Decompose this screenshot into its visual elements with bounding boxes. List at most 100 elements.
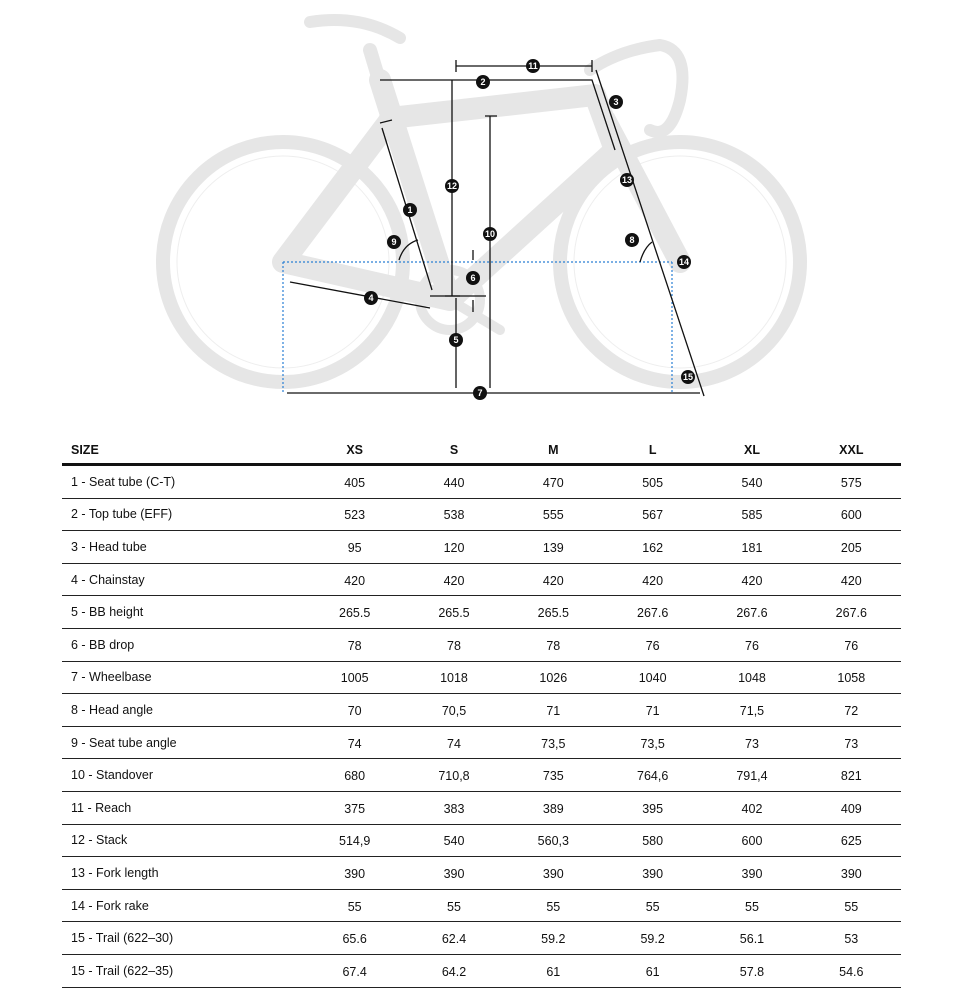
handlebar — [584, 39, 689, 138]
cell-value: 375 — [305, 791, 405, 825]
column-header-l: L — [602, 437, 703, 466]
table-row: 15 - Trail (622–30) 65.6 62.4 59.2 59.2 56.1 5… — [62, 921, 901, 955]
cell-value: 55 — [404, 889, 504, 923]
marker-11: 11 — [526, 59, 540, 73]
svg-text:6: 6 — [470, 273, 475, 283]
cell-value: 1058 — [801, 661, 901, 695]
cell-value: 420 — [801, 563, 901, 597]
dimension-lines — [287, 60, 705, 397]
row-label: 1 - Seat tube (C-T) — [62, 464, 305, 499]
marker-12: 12 — [445, 179, 459, 193]
table-row: 9 - Seat tube angle 74 74 73,5 73,5 73 73 — [62, 726, 901, 760]
column-header-m: M — [503, 437, 603, 466]
cell-value: 470 — [503, 464, 603, 499]
cell-value: 73 — [801, 726, 901, 760]
cell-value: 390 — [602, 856, 703, 890]
svg-text:7: 7 — [477, 388, 482, 398]
cell-value: 791,4 — [702, 758, 802, 792]
marker-3: 3 — [609, 95, 623, 109]
bike-silhouette — [156, 14, 807, 389]
cell-value: 505 — [602, 464, 703, 499]
cell-value: 395 — [602, 791, 703, 825]
cell-value: 57.8 — [702, 954, 802, 988]
cell-value: 405 — [305, 464, 405, 499]
marker-8: 8 — [625, 233, 639, 247]
cell-value: 1048 — [702, 661, 802, 695]
cell-value: 139 — [503, 530, 603, 564]
cell-value: 821 — [801, 758, 901, 792]
svg-text:5: 5 — [453, 335, 458, 345]
cell-value: 1005 — [305, 661, 405, 695]
column-header-xl: XL — [702, 437, 802, 466]
cell-value: 420 — [602, 563, 703, 597]
column-header-xxl: XXL — [801, 437, 901, 466]
cell-value: 56.1 — [702, 921, 802, 955]
marker-6: 6 — [466, 271, 480, 285]
cell-value: 70,5 — [404, 693, 504, 727]
cell-value: 55 — [503, 889, 603, 923]
marker-9: 9 — [387, 235, 401, 249]
cell-value: 420 — [305, 563, 405, 597]
row-label: 13 - Fork length — [62, 856, 305, 890]
cell-value: 420 — [503, 563, 603, 597]
row-label: 4 - Chainstay — [62, 563, 305, 597]
cell-value: 585 — [702, 498, 802, 532]
cell-value: 409 — [801, 791, 901, 825]
table-row: 4 - Chainstay 420 420 420 420 420 420 — [62, 563, 901, 597]
cell-value: 78 — [305, 628, 405, 662]
cell-value: 390 — [305, 856, 405, 890]
table-row: 14 - Fork rake 55 55 55 55 55 55 — [62, 889, 901, 923]
row-label: 9 - Seat tube angle — [62, 726, 305, 760]
cell-value: 120 — [404, 530, 504, 564]
cell-value: 76 — [702, 628, 802, 662]
marker-14: 14 — [677, 255, 691, 269]
cell-value: 390 — [702, 856, 802, 890]
reference-lines — [282, 261, 673, 393]
table-row: 15 - Trail (622–35) 67.4 64.2 61 61 57.8 54.6 — [62, 954, 901, 988]
cell-value: 61 — [602, 954, 703, 988]
row-label: 15 - Trail (622–35) — [62, 954, 305, 988]
cell-value: 538 — [404, 498, 504, 532]
cell-value: 72 — [801, 693, 901, 727]
cell-value: 76 — [801, 628, 901, 662]
cell-value: 67.4 — [305, 954, 405, 988]
cell-value: 420 — [702, 563, 802, 597]
table-row: 3 - Head tube 95 120 139 162 181 205 — [62, 530, 901, 564]
cell-value: 523 — [305, 498, 405, 532]
cell-value: 540 — [702, 464, 802, 499]
column-header-xs: XS — [305, 437, 405, 466]
cell-value: 267.6 — [702, 595, 802, 629]
svg-text:9: 9 — [391, 237, 396, 247]
cell-value: 265.5 — [503, 595, 603, 629]
table-row: 8 - Head angle 70 70,5 71 71 71,5 72 — [62, 693, 901, 727]
cell-value: 265.5 — [404, 595, 504, 629]
cell-value: 181 — [702, 530, 802, 564]
cell-value: 61 — [503, 954, 603, 988]
cell-value: 402 — [702, 791, 802, 825]
table-row: 11 - Reach 375 383 389 395 402 409 — [62, 791, 901, 825]
cell-value: 53 — [801, 921, 901, 955]
cell-value: 514,9 — [305, 824, 405, 858]
cell-value: 267.6 — [602, 595, 703, 629]
cell-value: 55 — [602, 889, 703, 923]
cell-value: 55 — [702, 889, 802, 923]
marker-4: 4 — [364, 291, 378, 305]
geometry-table: SIZE XS S M L XL XXL 1 - Seat tube (C-T) 405 440… — [62, 437, 901, 988]
cell-value: 74 — [404, 726, 504, 760]
cell-value: 383 — [404, 791, 504, 825]
row-label: 15 - Trail (622–30) — [62, 921, 305, 955]
svg-text:1: 1 — [407, 205, 412, 215]
row-label: 7 - Wheelbase — [62, 661, 305, 695]
cell-value: 1018 — [404, 661, 504, 695]
cell-value: 555 — [503, 498, 603, 532]
cell-value: 55 — [801, 889, 901, 923]
cell-value: 440 — [404, 464, 504, 499]
row-label: 6 - BB drop — [62, 628, 305, 662]
cell-value: 95 — [305, 530, 405, 564]
cell-value: 78 — [503, 628, 603, 662]
cell-value: 55 — [305, 889, 405, 923]
cell-value: 205 — [801, 530, 901, 564]
cell-value: 735 — [503, 758, 603, 792]
cell-value: 625 — [801, 824, 901, 858]
table-row: 2 - Top tube (EFF) 523 538 555 567 585 600 — [62, 498, 901, 532]
